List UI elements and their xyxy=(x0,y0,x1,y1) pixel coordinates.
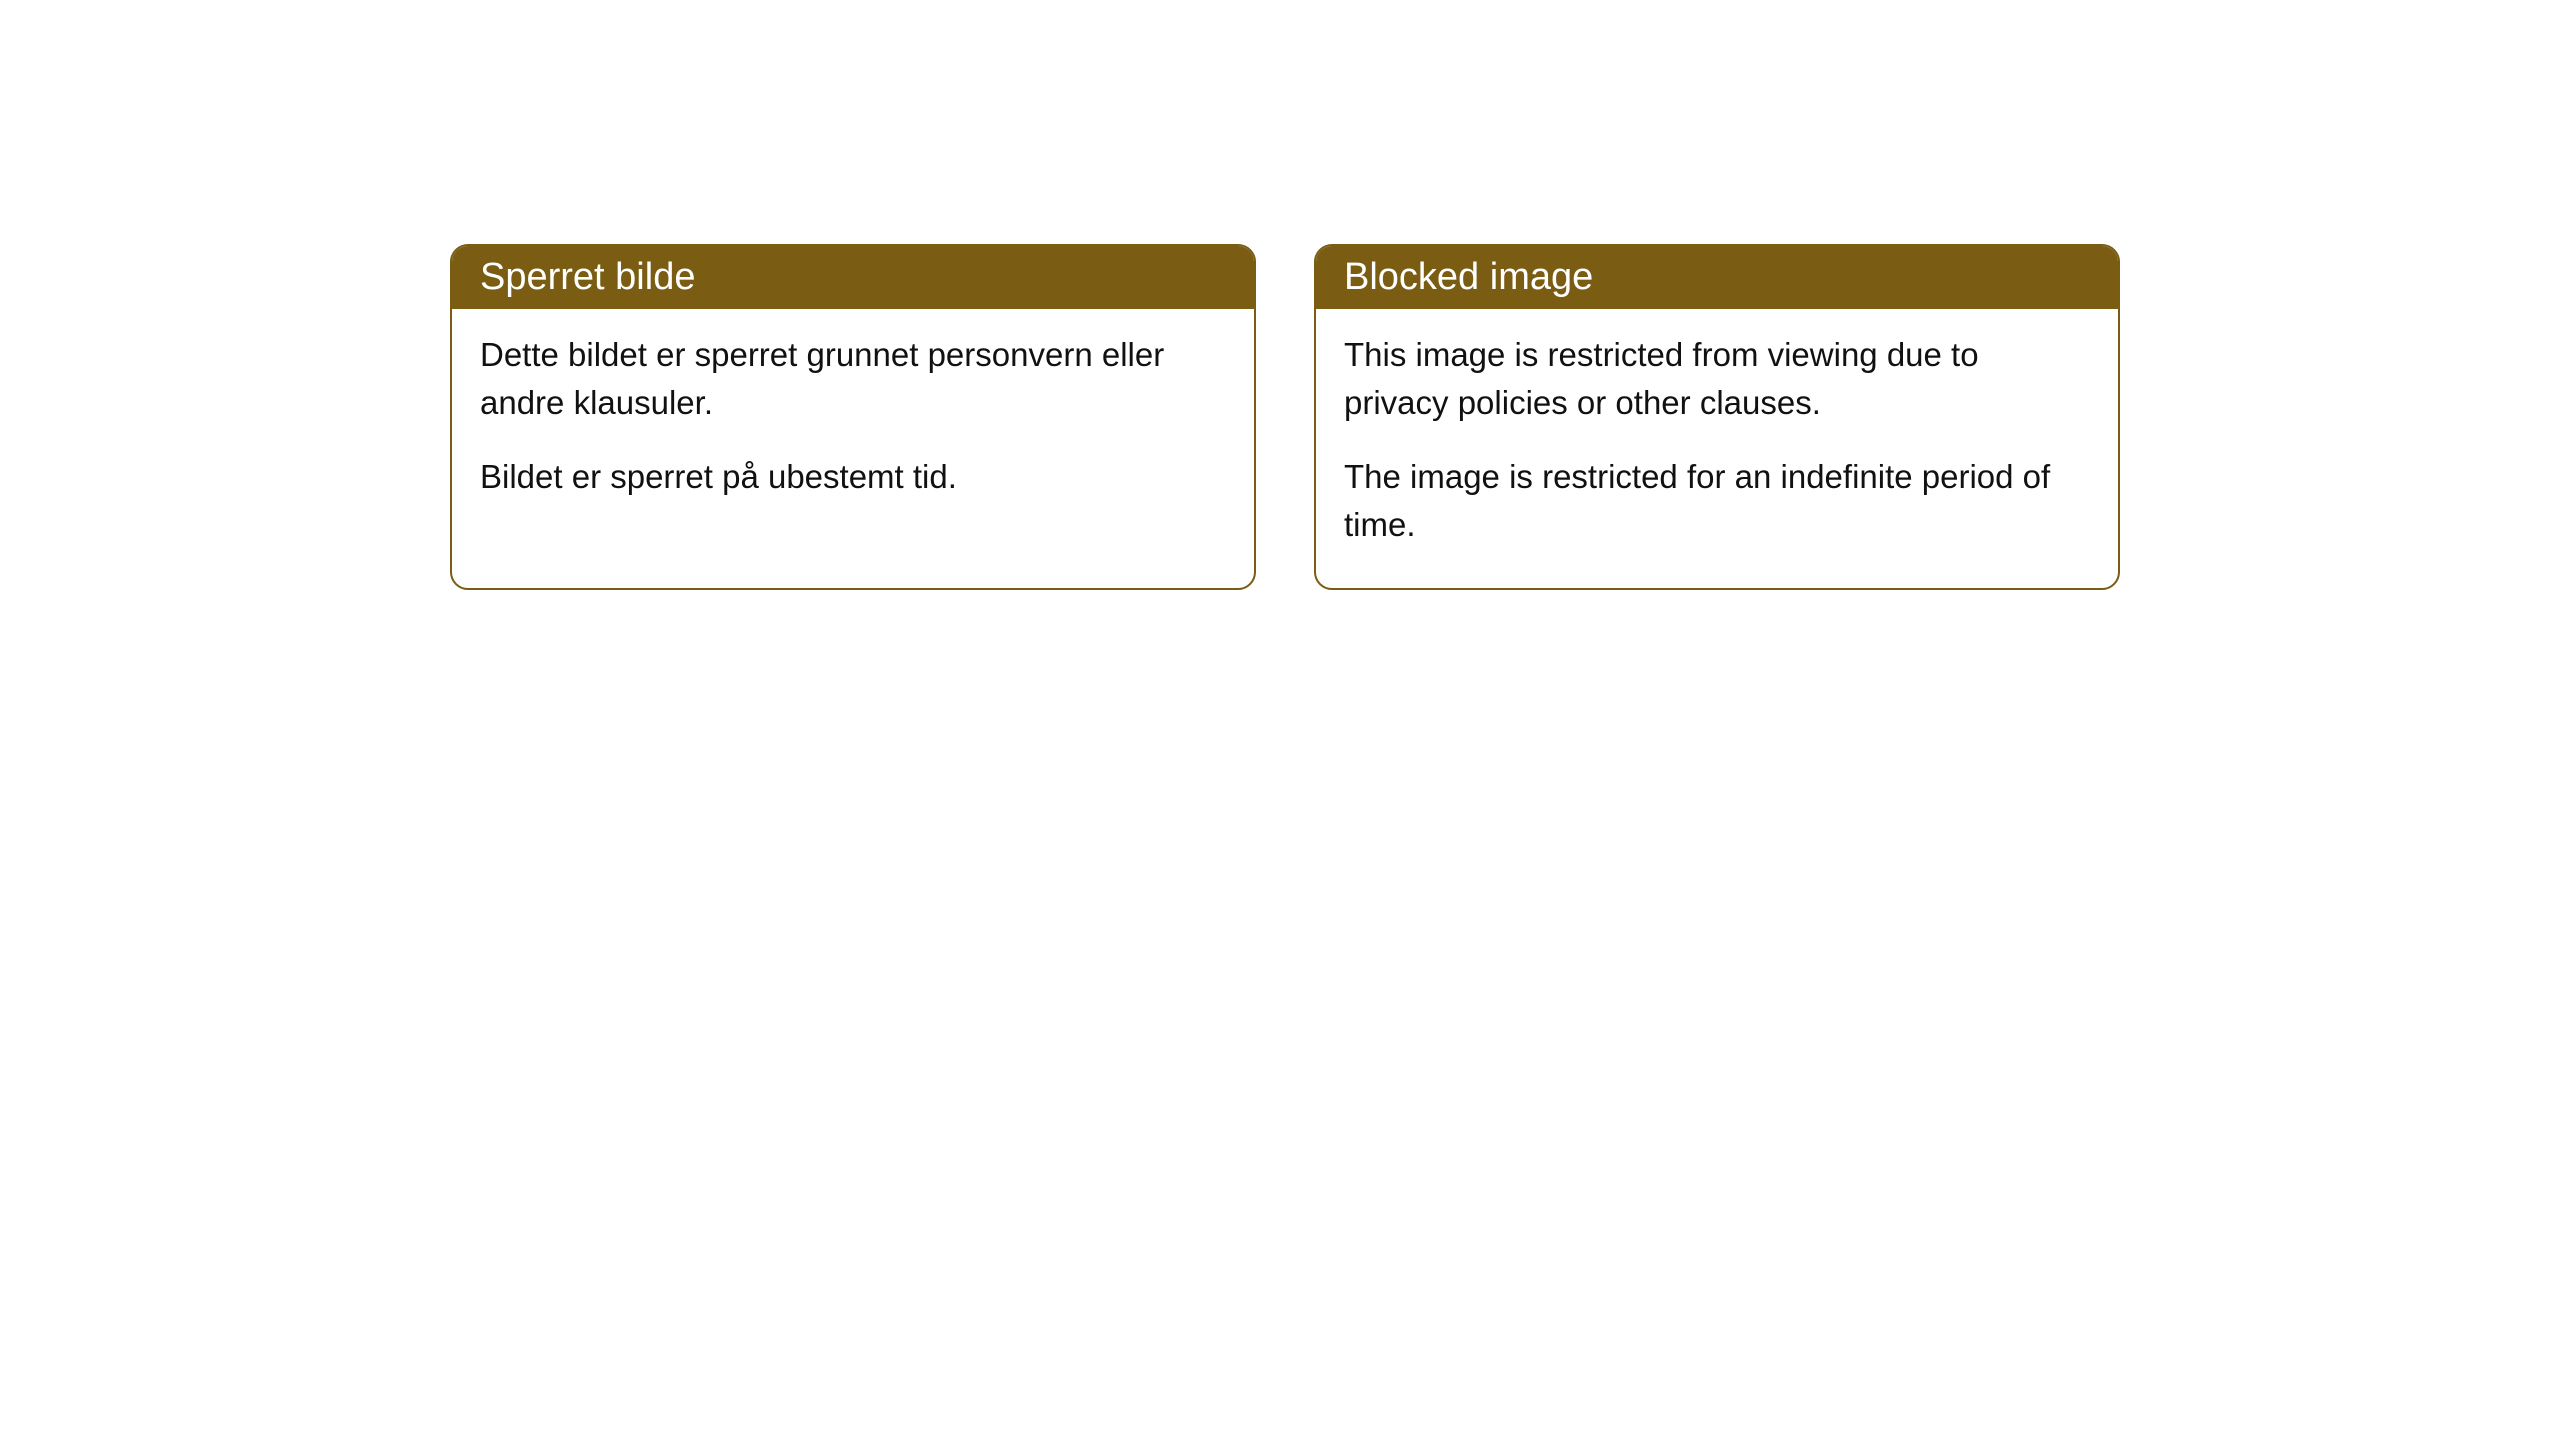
card-header-no: Sperret bilde xyxy=(452,246,1254,309)
blocked-image-card-no: Sperret bilde Dette bildet er sperret gr… xyxy=(450,244,1256,590)
blocked-image-card-en: Blocked image This image is restricted f… xyxy=(1314,244,2120,590)
card-text-en-1: This image is restricted from viewing du… xyxy=(1344,331,2090,427)
card-text-no-1: Dette bildet er sperret grunnet personve… xyxy=(480,331,1226,427)
card-body-no: Dette bildet er sperret grunnet personve… xyxy=(452,309,1254,541)
card-title-no: Sperret bilde xyxy=(480,256,695,298)
card-title-en: Blocked image xyxy=(1344,256,1593,298)
card-header-en: Blocked image xyxy=(1316,246,2118,309)
card-text-no-2: Bildet er sperret på ubestemt tid. xyxy=(480,453,1226,501)
card-text-en-2: The image is restricted for an indefinit… xyxy=(1344,453,2090,549)
cards-container: Sperret bilde Dette bildet er sperret gr… xyxy=(450,244,2120,590)
card-body-en: This image is restricted from viewing du… xyxy=(1316,309,2118,588)
